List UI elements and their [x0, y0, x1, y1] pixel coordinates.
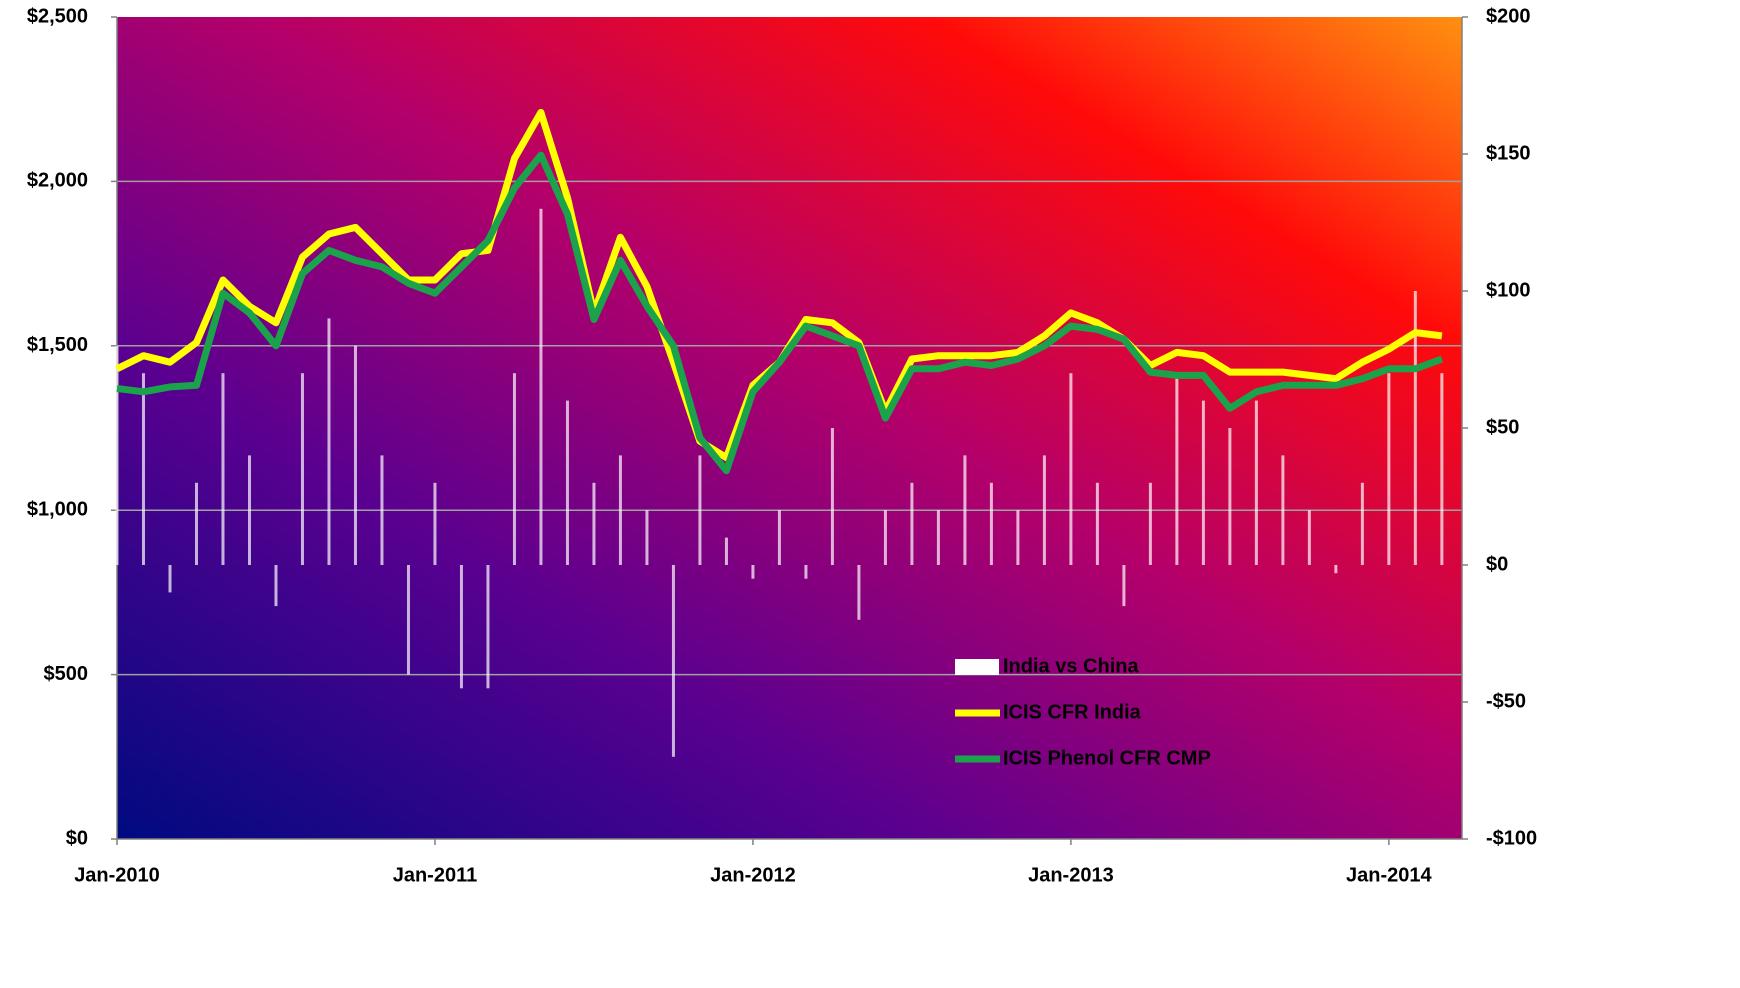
y-tick-label: $2,000 — [27, 170, 88, 192]
bar — [883, 510, 887, 565]
bar — [433, 482, 437, 565]
bar — [645, 510, 649, 565]
bar — [512, 373, 516, 565]
bar — [168, 565, 172, 593]
bar — [1095, 482, 1099, 565]
bar — [274, 565, 278, 607]
bar — [936, 510, 940, 565]
bar — [1175, 373, 1179, 565]
bar — [1069, 373, 1073, 565]
bar — [1440, 373, 1444, 565]
bar — [804, 565, 808, 579]
y-tick-label: $1,000 — [27, 498, 88, 520]
plot-area — [117, 17, 1462, 839]
bar — [963, 455, 967, 565]
x-tick-label: Jan-2011 — [393, 864, 478, 886]
bar — [459, 565, 463, 689]
y-tick-label: $2,500 — [27, 5, 88, 27]
bar — [1360, 482, 1364, 565]
y2-tick-label: $150 — [1486, 142, 1531, 164]
bar — [671, 565, 675, 757]
y2-tick-label: -$100 — [1486, 827, 1537, 849]
bar — [1387, 373, 1391, 565]
legend-swatch — [955, 659, 999, 675]
y2-tick-label: $100 — [1486, 279, 1531, 301]
line — [116, 151, 1444, 475]
legend-label: ICIS CFR India — [1003, 701, 1142, 723]
bar — [910, 482, 914, 565]
bar — [1122, 565, 1126, 607]
bar — [1281, 455, 1285, 565]
bar — [1307, 510, 1311, 565]
y2-tick-label: -$50 — [1486, 690, 1526, 712]
bar — [141, 373, 145, 565]
bar — [380, 455, 384, 565]
bar — [406, 565, 410, 675]
bar — [698, 455, 702, 565]
bar — [989, 482, 993, 565]
bar — [486, 565, 490, 689]
bar — [327, 318, 331, 565]
y-tick-label: $1,500 — [27, 334, 88, 356]
bar — [1042, 455, 1046, 565]
y-tick-label: $0 — [66, 827, 88, 849]
bar — [1254, 400, 1258, 565]
x-tick-label: Jan-2013 — [1028, 864, 1114, 886]
bar — [857, 565, 861, 620]
y2-tick-label: $50 — [1486, 416, 1519, 438]
legend-label: ICIS Phenol CFR CMP — [1003, 747, 1211, 769]
bar — [539, 208, 543, 566]
bar — [1148, 482, 1152, 565]
legend-label: India vs China — [1003, 655, 1139, 677]
bar — [300, 373, 304, 565]
bar — [830, 428, 834, 565]
x-tick-label: Jan-2012 — [710, 864, 796, 886]
bar — [751, 565, 755, 579]
x-tick-label: Jan-2010 — [74, 864, 160, 886]
bar — [1334, 565, 1338, 574]
bar — [1016, 510, 1020, 565]
y2-tick-label: $200 — [1486, 5, 1531, 27]
bar — [1201, 400, 1205, 565]
bar — [115, 345, 119, 565]
bar — [565, 400, 569, 565]
bar — [221, 373, 225, 565]
bar — [1413, 291, 1417, 565]
bar — [1228, 428, 1232, 565]
bar — [353, 345, 357, 565]
bar — [777, 510, 781, 565]
x-tick-label: Jan-2014 — [1346, 864, 1432, 886]
y-tick-label: $500 — [44, 663, 89, 685]
bar — [247, 455, 251, 565]
y2-tick-label: $0 — [1486, 553, 1508, 575]
bar — [194, 482, 198, 565]
bar — [618, 455, 622, 565]
bar — [592, 482, 596, 565]
bar — [724, 537, 728, 565]
